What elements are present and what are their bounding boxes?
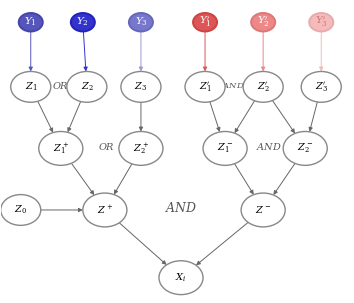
Text: $Z_1^-$: $Z_1^-$ bbox=[217, 142, 233, 155]
Circle shape bbox=[121, 72, 161, 102]
Text: $Z_1^+$: $Z_1^+$ bbox=[53, 141, 69, 156]
Text: $Y_2'$: $Y_2'$ bbox=[257, 15, 269, 29]
Text: $OR$: $OR$ bbox=[52, 80, 69, 91]
Circle shape bbox=[251, 13, 275, 32]
Text: $AND$: $AND$ bbox=[256, 142, 282, 152]
Text: $Z_2'$: $Z_2'$ bbox=[257, 80, 269, 94]
Text: $Z_2^+$: $Z_2^+$ bbox=[133, 141, 149, 156]
Circle shape bbox=[1, 195, 41, 225]
Text: $Z^+$: $Z^+$ bbox=[97, 204, 113, 216]
Circle shape bbox=[19, 13, 43, 32]
Text: $Z_0$: $Z_0$ bbox=[14, 204, 27, 216]
Text: $AND$: $AND$ bbox=[222, 81, 244, 90]
Text: $Z_1$: $Z_1$ bbox=[24, 81, 37, 93]
Text: $Y_3$: $Y_3$ bbox=[135, 16, 147, 28]
Text: $Z_3'$: $Z_3'$ bbox=[315, 80, 328, 94]
Text: $AND$: $AND$ bbox=[165, 201, 197, 215]
Text: $OR$: $OR$ bbox=[98, 142, 115, 152]
Text: $Z_2$: $Z_2$ bbox=[80, 81, 93, 93]
Text: $Y_2$: $Y_2$ bbox=[76, 16, 89, 28]
Text: $X_i$: $X_i$ bbox=[175, 271, 187, 284]
Circle shape bbox=[193, 13, 217, 32]
Circle shape bbox=[119, 132, 163, 165]
Text: $Z_2^-$: $Z_2^-$ bbox=[297, 142, 313, 155]
Text: $Z_1'$: $Z_1'$ bbox=[199, 80, 211, 94]
Circle shape bbox=[67, 72, 107, 102]
Circle shape bbox=[71, 13, 95, 32]
Text: $Y_1$: $Y_1$ bbox=[24, 16, 37, 28]
Circle shape bbox=[185, 72, 225, 102]
Circle shape bbox=[301, 72, 341, 102]
Circle shape bbox=[283, 132, 327, 165]
Text: $Z^-$: $Z^-$ bbox=[255, 205, 271, 215]
Circle shape bbox=[309, 13, 333, 32]
Circle shape bbox=[203, 132, 247, 165]
Circle shape bbox=[39, 132, 83, 165]
Circle shape bbox=[241, 193, 285, 227]
Circle shape bbox=[11, 72, 51, 102]
Text: $Y_3'$: $Y_3'$ bbox=[315, 15, 328, 29]
Text: $Z_3$: $Z_3$ bbox=[135, 81, 147, 93]
Circle shape bbox=[243, 72, 283, 102]
Circle shape bbox=[159, 261, 203, 295]
Circle shape bbox=[129, 13, 153, 32]
Text: $Y_1'$: $Y_1'$ bbox=[199, 15, 211, 29]
Circle shape bbox=[83, 193, 127, 227]
